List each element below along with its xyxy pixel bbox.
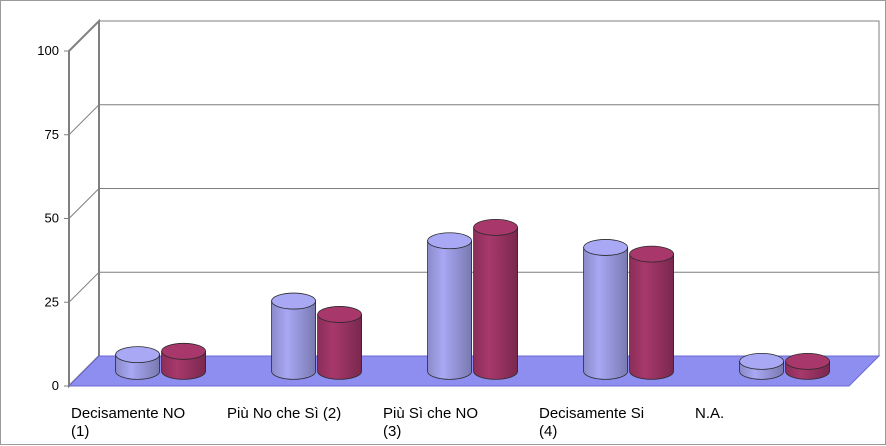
x-category-label-line: N.A. (695, 405, 724, 422)
x-category-label-line: (1) (71, 423, 89, 440)
bar-top (428, 233, 472, 249)
y-tick-label: 75 (45, 127, 59, 142)
bar (428, 233, 472, 380)
bar-body (584, 247, 628, 379)
x-category-label: Decisamente Si (4) (539, 405, 644, 440)
y-tick-label: 0 (52, 378, 59, 393)
bar-body (474, 227, 518, 379)
bar (786, 353, 830, 379)
x-category-label: Decisamente NO (1) (71, 405, 185, 440)
y-tick-label: 50 (45, 211, 59, 226)
bar-top (116, 347, 160, 363)
bar (318, 306, 362, 379)
bar-top (786, 353, 830, 369)
bar (116, 347, 160, 380)
bar (584, 239, 628, 379)
bar-top (584, 239, 628, 255)
bar (162, 343, 206, 379)
x-category-label-line: Più Sì che NO (383, 405, 478, 422)
x-category-label-line: Decisamente Si (539, 405, 644, 422)
y-tick-label: 100 (37, 43, 59, 58)
bar-body (630, 254, 674, 379)
x-category-label: N.A. (695, 405, 724, 422)
x-category-label-line: Più No che Sì (2) (227, 405, 341, 422)
x-category-label: Più No che Sì (2) (227, 405, 341, 422)
bar-top (474, 219, 518, 235)
bar (740, 353, 784, 379)
bar-top (318, 306, 362, 322)
x-category-label-line: (4) (539, 423, 557, 440)
y-tick-label: 25 (45, 294, 59, 309)
y-axis-ticks: 0 25 50 75 100 (37, 43, 69, 393)
bar-top (162, 343, 206, 359)
x-category-label: Più Sì che NO (3) (383, 405, 478, 440)
bar (272, 293, 316, 379)
bar-top (272, 293, 316, 309)
bar-top (630, 246, 674, 262)
x-axis-labels: Decisamente NO (1) Più No che Sì (2) Più Sì… (71, 405, 724, 440)
bar (474, 219, 518, 379)
bar (630, 246, 674, 379)
bar-body (318, 314, 362, 379)
bar-body (428, 241, 472, 380)
bar-body (272, 301, 316, 379)
x-category-label-line: (3) (383, 423, 401, 440)
bar-top (740, 353, 784, 369)
x-category-label-line: Decisamente NO (71, 405, 185, 422)
